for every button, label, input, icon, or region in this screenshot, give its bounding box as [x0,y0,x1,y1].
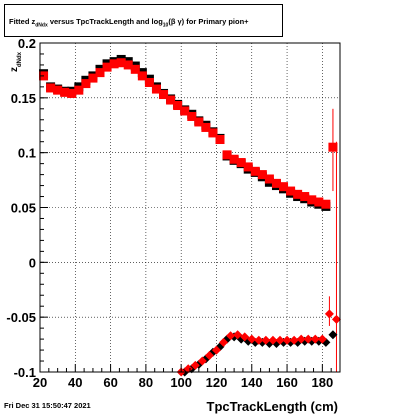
diamond-marker [324,309,334,319]
title-subscript-2: 10 [162,22,169,29]
square-marker [201,122,211,132]
square-marker [60,87,70,97]
square-marker [286,186,296,196]
square-marker [271,178,281,188]
diamond-marker [310,334,320,344]
square-marker [314,197,324,207]
square-marker [151,84,161,94]
y-tick-label: -0.05 [6,310,36,325]
square-marker [102,62,112,72]
y-tick-label: 0 [29,255,36,270]
square-marker [180,106,190,116]
title-text-2: versus TpcTrackLength and log [47,17,163,26]
square-marker [46,83,56,93]
square-marker [208,128,218,138]
square-marker [123,60,133,70]
square-marker [173,101,183,111]
diamond-marker [190,360,200,370]
y-tick-label: 0.2 [18,36,36,51]
square-marker [81,79,91,89]
diamond-marker [328,330,338,340]
diamond-marker [204,351,214,361]
diamond-marker [317,334,327,344]
square-marker [74,85,84,95]
diamond-marker [261,335,271,345]
data-markers [39,54,341,377]
square-marker [187,111,197,121]
square-marker [67,88,77,98]
diamond-marker [296,334,306,344]
y-axis-label: zdNdx [9,51,23,72]
square-marker [257,170,267,180]
diamond-marker [247,334,257,344]
diamond-marker [254,335,264,345]
y-tick-label: 0.05 [11,201,36,216]
title-text-3: (β γ) for Primary pion+ [168,17,249,26]
x-tick-label: 120 [206,375,228,390]
square-marker [137,71,147,81]
x-tick-label: 180 [312,375,334,390]
square-marker [109,59,119,69]
square-marker [144,77,154,87]
x-axis-label: TpcTrackLength (cm) [207,399,338,414]
square-marker [215,135,225,145]
square-marker [159,90,169,100]
square-marker [229,154,239,164]
square-marker [243,162,253,172]
square-marker [250,166,260,176]
square-marker [222,150,232,160]
diamond-marker [211,345,221,355]
diamond-marker [233,330,243,340]
timestamp: Fri Dec 31 15:50:47 2021 [4,401,91,410]
square-marker [307,195,317,205]
square-marker [166,95,176,105]
diamond-marker [289,335,299,345]
axis-ticks [39,42,341,373]
y-tick-label: 0.15 [11,91,36,106]
y-tick-label: 0.1 [18,146,36,161]
square-marker [236,158,246,168]
title-subscript-1: dNdx [35,22,48,29]
diamond-marker [282,335,292,345]
diamond-marker [240,332,250,342]
diamond-marker [268,335,278,345]
square-marker [88,73,98,83]
x-tick-label: 140 [241,375,263,390]
x-tick-label: 100 [170,375,192,390]
x-tick-label: 80 [139,375,153,390]
square-marker [53,85,63,95]
x-tick-label: 20 [33,375,47,390]
square-marker [130,64,140,74]
x-tick-label: 160 [276,375,298,390]
y-tick-label: -0.1 [14,365,36,380]
diamond-marker [303,334,313,344]
svg-text:zdNdx: zdNdx [9,51,23,72]
square-marker [194,117,204,127]
square-marker [264,174,274,184]
square-marker [328,142,338,152]
grid-lines [39,42,340,373]
title-text-1: Fitted z [9,17,36,26]
diamond-marker [275,335,285,345]
y-axis-label-subscript: dNdx [17,51,23,67]
diamond-marker [331,314,341,324]
diamond-marker [197,356,207,366]
x-tick-label: 60 [103,375,117,390]
diamond-marker [219,337,229,347]
chart-title-box: Fitted zdNdx versus TpcTrackLength and l… [4,4,283,37]
x-tick-label: 40 [68,375,82,390]
square-marker [293,189,303,199]
tick-labels: 20 40 60 80 100 120 140 160 180 -0.1 -0.05 0 0.05 0.1… [6,36,333,390]
square-marker [95,68,105,78]
square-marker [279,182,289,192]
diamond-marker [226,331,236,341]
square-marker [321,199,331,209]
square-marker [116,58,126,68]
square-marker [300,192,310,202]
